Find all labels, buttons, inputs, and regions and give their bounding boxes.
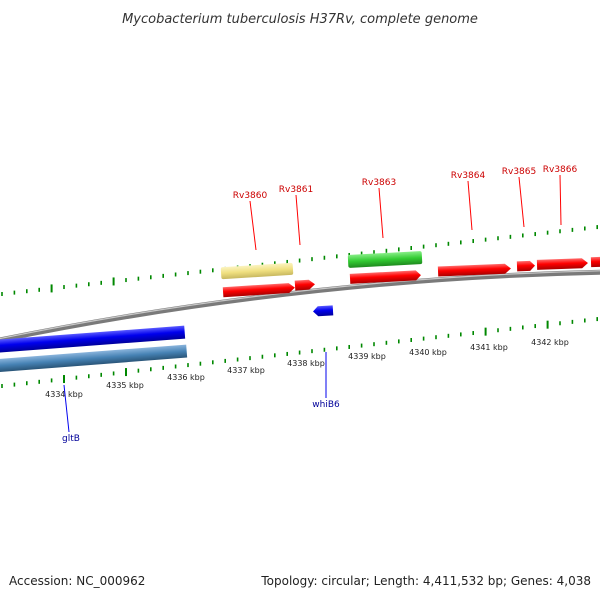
feature-green[interactable] [347,251,423,268]
gene-arrow-rv3861[interactable] [294,279,316,291]
gene-label: Rv3861 [279,185,313,195]
feature-steelblue[interactable] [0,344,188,373]
gene-leader-line [378,187,384,239]
gene-arrow-gltb[interactable] [0,325,186,354]
gene-arrow-rv3865[interactable] [516,260,535,272]
kbp-label: 4336 kbp [167,373,205,382]
gene-arrow-partial[interactable] [590,256,600,268]
kbp-label: 4341 kbp [470,343,508,352]
feature-yellow[interactable] [220,262,294,280]
gene-labels: Rv3860 Rv3861 Rv3863 Rv3864 Rv3865 Rv3866 whiB… [62,165,577,444]
gene-label: Rv3860 [233,191,268,201]
kbp-label: 4342 kbp [531,338,569,347]
gene-leader-line [295,194,301,246]
gene-arrow-rv3863[interactable] [349,270,421,284]
gene-arrow-rv3864[interactable] [437,263,511,277]
map-title: Mycobacterium tuberculosis H37Rv, comple… [122,12,478,27]
gene-arrow-rv3860[interactable] [222,283,295,298]
gene-arrow-rv3866[interactable] [536,258,588,270]
genome-backbone-highlight [0,270,600,340]
gene-label: Rv3866 [543,165,578,175]
reverse-tick-ruler [1,317,599,388]
gene-label: Rv3863 [362,178,396,188]
kbp-label: 4335 kbp [106,381,144,390]
accession-label: Accession: NC_000962 [9,574,146,588]
gene-leader-line [559,174,562,226]
gene-label: Rv3864 [451,171,486,181]
kbp-label: 4339 kbp [348,352,386,361]
genome-backbone [0,269,600,343]
kbp-label: 4340 kbp [409,348,447,357]
gene-label: whiB6 [312,400,340,410]
gene-leader-line [518,176,525,228]
gene-label: Rv3865 [502,167,536,177]
kbp-label: 4337 kbp [227,366,265,375]
gene-leader-line [249,200,257,251]
genome-summary: Topology: circular; Length: 4,411,532 bp… [261,574,591,588]
kbp-labels: 4334 kbp 4335 kbp 4336 kbp 4337 kbp 4338 kbp… [45,338,569,399]
gene-leader-line [467,180,473,231]
gene-arrow-whib6[interactable] [313,305,334,317]
kbp-label: 4334 kbp [45,390,83,399]
gene-label: gltB [62,434,80,444]
kbp-label: 4338 kbp [287,359,325,368]
gene-leader-line [63,384,70,433]
